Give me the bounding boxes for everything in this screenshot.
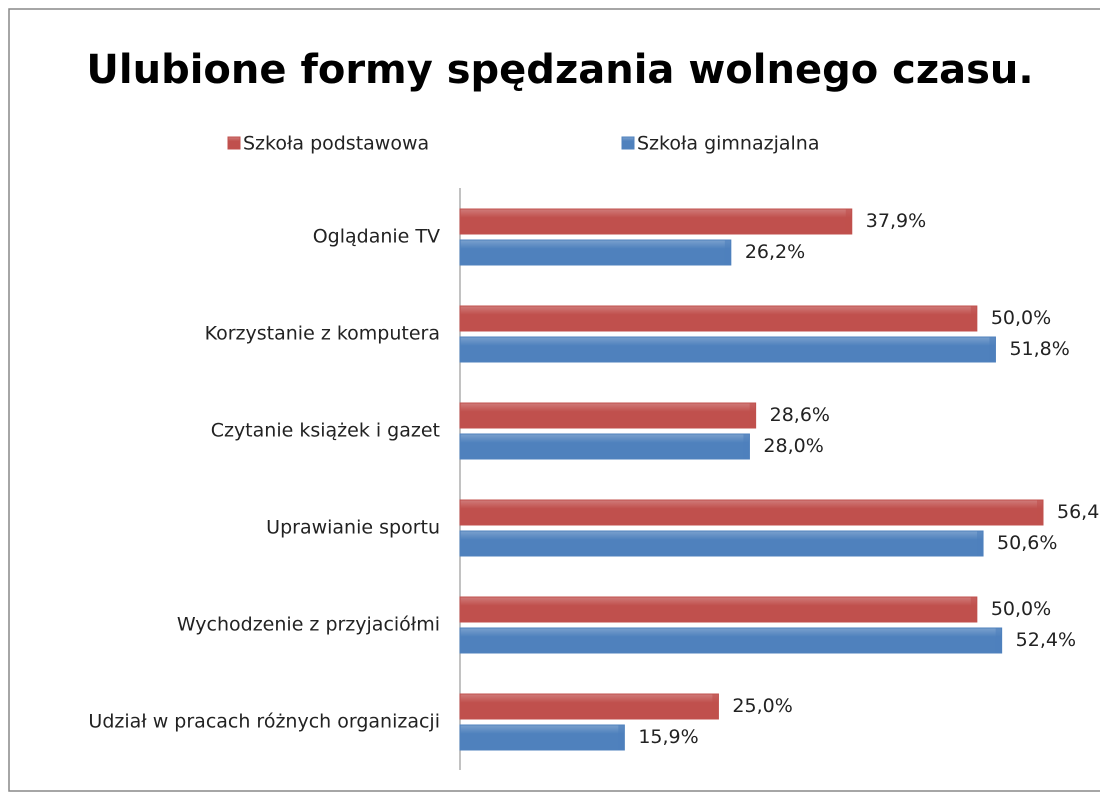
legend-marker <box>227 136 241 150</box>
bar-end <box>618 725 625 750</box>
value-label: 28,0% <box>763 435 823 457</box>
bar-end <box>845 209 852 234</box>
bar-end <box>724 240 731 265</box>
value-label: 25,0% <box>732 695 792 717</box>
value-label: 51,8% <box>1009 338 1069 360</box>
legend-marker <box>621 136 635 150</box>
bar <box>459 693 719 720</box>
bar-end <box>989 337 996 362</box>
bar <box>459 724 625 751</box>
category-label: Korzystanie z komputera <box>205 323 440 345</box>
category-label: Udział w pracach różnych organizacji <box>88 711 440 733</box>
bar <box>459 530 984 557</box>
bar <box>459 627 1003 654</box>
bar-end <box>743 434 750 459</box>
bar <box>459 208 853 235</box>
bar-end <box>995 628 1002 653</box>
value-label: 26,2% <box>745 241 805 263</box>
bar <box>459 499 1044 526</box>
chart-title: Ulubione formy spędzania wolnego czasu. <box>86 47 1033 93</box>
bar-end <box>977 531 984 556</box>
bar <box>459 596 978 623</box>
value-label: 52,4% <box>1016 629 1076 651</box>
legend-label: Szkoła gimnazjalna <box>637 133 819 155</box>
legend-label: Szkoła podstawowa <box>243 133 429 155</box>
value-label: 50,0% <box>991 598 1051 620</box>
value-label: 28,6% <box>770 404 830 426</box>
category-label: Uprawianie sportu <box>266 517 440 539</box>
category-label: Czytanie książek i gazet <box>211 420 440 442</box>
value-label: 50,6% <box>997 532 1057 554</box>
bar <box>459 305 978 332</box>
bar <box>459 433 750 460</box>
bar <box>459 336 996 363</box>
bar-end <box>712 694 719 719</box>
category-label: Wychodzenie z przyjaciółmi <box>177 614 440 636</box>
chart-frame <box>8 8 1100 792</box>
value-label: 37,9% <box>866 210 926 232</box>
bar-end <box>1037 500 1043 525</box>
value-label: 15,9% <box>638 726 698 748</box>
bar-end <box>970 306 977 331</box>
value-label: 50,0% <box>991 307 1051 329</box>
bar-end <box>970 597 977 622</box>
bar <box>459 402 757 429</box>
category-label: Oglądanie TV <box>313 226 440 248</box>
value-label: 56,4% <box>1057 501 1100 523</box>
bar <box>459 239 732 266</box>
bar-end <box>749 403 756 428</box>
